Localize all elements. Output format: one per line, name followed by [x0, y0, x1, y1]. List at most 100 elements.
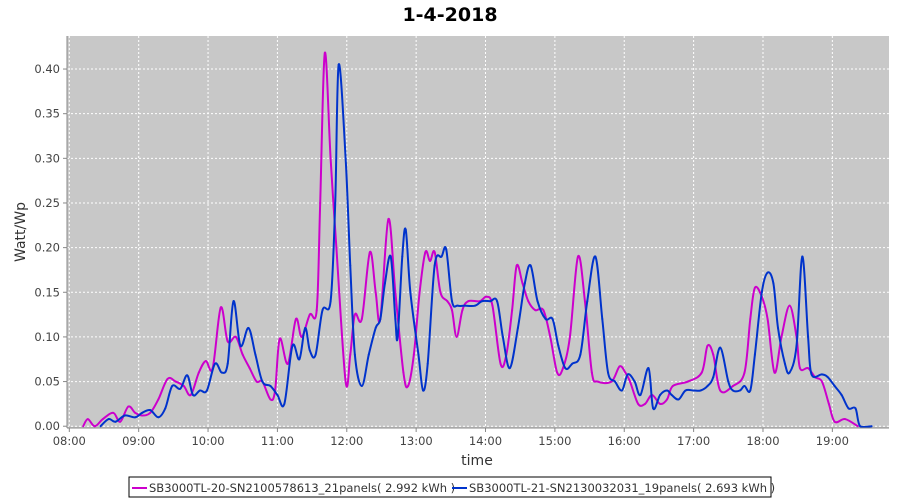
data-point: [294, 318, 297, 321]
data-point: [684, 389, 687, 392]
data-point: [618, 365, 621, 368]
data-point: [586, 300, 589, 303]
x-tick-label: 19:00: [816, 434, 849, 448]
data-point: [323, 51, 326, 54]
data-point: [564, 367, 567, 370]
data-point: [542, 309, 545, 312]
data-point: [450, 309, 453, 312]
data-point: [633, 380, 636, 383]
data-point: [557, 344, 560, 347]
data-point: [766, 271, 769, 274]
data-point: [529, 264, 532, 267]
data-point: [429, 260, 432, 263]
data-point: [379, 318, 382, 321]
data-point: [515, 264, 518, 267]
legend-box: [128, 476, 772, 498]
data-point: [620, 389, 623, 392]
data-point: [308, 313, 311, 316]
data-point: [692, 389, 695, 392]
data-point: [394, 318, 397, 321]
data-point: [433, 264, 436, 267]
data-point: [501, 335, 504, 338]
data-point: [731, 385, 734, 388]
data-point: [481, 300, 484, 303]
data-point: [568, 335, 571, 338]
data-point: [337, 63, 340, 66]
data-point: [637, 402, 640, 405]
data-point: [788, 304, 791, 307]
data-point: [329, 300, 332, 303]
data-point: [666, 389, 669, 392]
x-tick-label: 11:00: [261, 434, 294, 448]
data-point: [278, 337, 281, 340]
data-point: [798, 367, 801, 370]
x-tick-label: 15:00: [538, 434, 571, 448]
data-point: [659, 393, 662, 396]
x-ticks: 08:00 09:00 10:00 11:00 12:00 13:00 14:00 15:00…: [53, 428, 849, 448]
data-point: [304, 326, 307, 329]
data-point: [807, 367, 810, 370]
data-point: [461, 309, 464, 312]
data-point: [511, 309, 514, 312]
data-point: [659, 402, 662, 405]
data-point: [773, 371, 776, 374]
data-point: [166, 377, 169, 380]
data-point: [827, 402, 830, 405]
data-point: [353, 313, 356, 316]
y-tick-label: 0.40: [34, 62, 60, 76]
data-point: [433, 251, 436, 254]
data-point: [418, 291, 421, 294]
data-point: [440, 255, 443, 258]
data-point: [276, 393, 279, 396]
data-point: [291, 344, 294, 347]
x-tick-label: 13:00: [400, 434, 433, 448]
data-point: [499, 362, 502, 365]
data-point: [141, 411, 144, 414]
data-point: [387, 218, 390, 221]
data-point: [404, 228, 407, 231]
plot-area: [67, 36, 889, 428]
data-point: [402, 371, 405, 374]
data-point: [731, 389, 734, 392]
series-group: [82, 51, 873, 428]
data-point: [639, 393, 642, 396]
data-point: [614, 380, 616, 383]
data-point: [644, 402, 647, 405]
data-point: [149, 411, 152, 414]
data-point: [220, 371, 223, 374]
data-point: [463, 304, 466, 307]
data-point: [349, 264, 352, 267]
data-point: [368, 251, 371, 254]
data-point: [719, 346, 722, 349]
data-point: [141, 414, 144, 417]
chart-title: 1-4-2018: [402, 4, 497, 26]
data-point: [749, 389, 752, 392]
x-tick-label: 16:00: [608, 434, 641, 448]
data-point: [360, 385, 363, 388]
y-tick-label: 0.00: [34, 419, 60, 433]
data-point: [349, 353, 352, 356]
data-point: [417, 353, 420, 356]
data-point: [854, 407, 857, 410]
data-point: [198, 389, 201, 392]
data-point: [329, 157, 332, 160]
data-point: [204, 360, 207, 363]
data-point: [624, 371, 627, 374]
data-point: [666, 398, 669, 401]
data-point: [810, 373, 813, 376]
data-point: [269, 385, 272, 388]
data-point: [389, 255, 392, 258]
data-point: [807, 335, 810, 338]
y-tick-label: 0.30: [34, 151, 60, 165]
data-point: [367, 353, 370, 356]
data-point: [149, 409, 152, 412]
data-point: [772, 282, 775, 285]
data-point: [261, 380, 264, 383]
data-point: [601, 318, 604, 321]
data-point: [534, 309, 537, 312]
data-point: [255, 380, 258, 383]
data-point: [474, 304, 477, 307]
data-point: [394, 291, 397, 294]
x-tick-label: 18:00: [746, 434, 779, 448]
data-point: [314, 353, 317, 356]
